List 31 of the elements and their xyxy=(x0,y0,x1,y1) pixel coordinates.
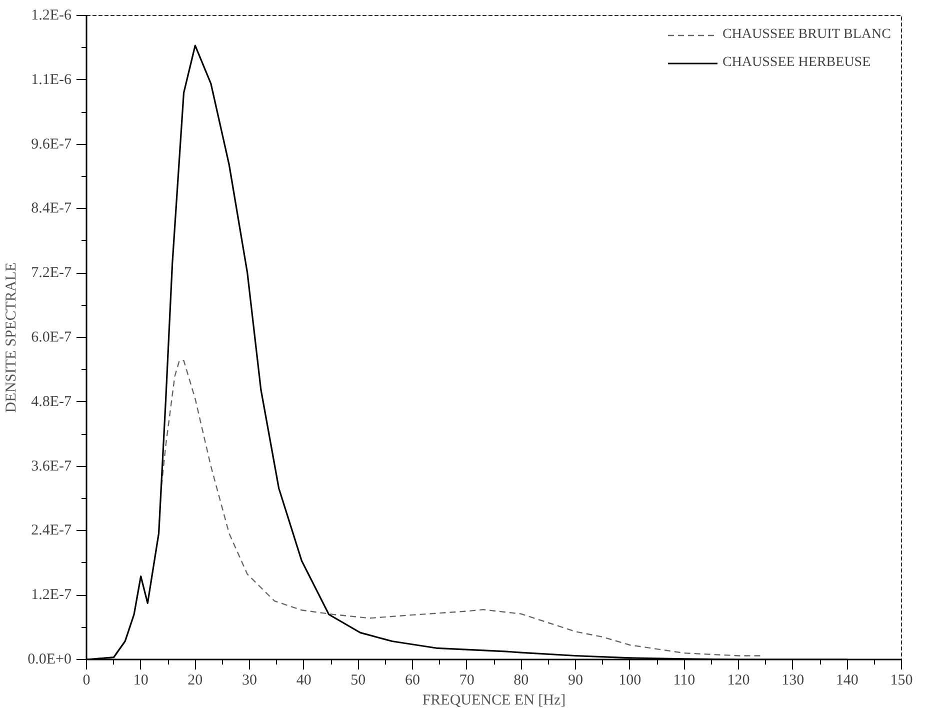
y-tick-label: 4.8E-7 xyxy=(31,394,72,410)
y-tick-label: 0.0E+0 xyxy=(28,652,72,668)
x-tick-label: 30 xyxy=(242,672,257,688)
y-tick-label: 1.2E-7 xyxy=(31,587,72,604)
y-tick-label: 2.4E-7 xyxy=(31,522,72,539)
x-tick-label: 50 xyxy=(350,672,366,688)
x-tick-label: 80 xyxy=(514,672,529,688)
x-tick-label: 100 xyxy=(618,672,642,688)
x-tick-label: 120 xyxy=(727,672,750,688)
x-tick-label: 60 xyxy=(405,672,420,688)
x-tick-label: 40 xyxy=(296,672,312,688)
x-tick-label: 90 xyxy=(568,672,583,688)
y-axis-title: DENSITE SPECTRALE xyxy=(4,262,20,413)
x-axis-title: FREQUENCE EN [Hz] xyxy=(422,692,566,708)
y-tick-label: 6.0E-7 xyxy=(31,330,72,346)
x-tick-label: 140 xyxy=(836,672,858,688)
y-tick-label: 1.1E-6 xyxy=(31,72,72,88)
x-tick-label: 0 xyxy=(82,672,90,688)
y-tick-label: 7.2E-7 xyxy=(31,265,72,282)
y-tick-label: 8.4E-7 xyxy=(31,200,72,217)
y-tick-label: 1.2E-6 xyxy=(31,8,72,24)
y-tick-label: 9.6E-7 xyxy=(31,136,72,152)
x-tick-label: 20 xyxy=(188,672,203,688)
x-tick-label: 10 xyxy=(133,672,148,688)
x-tick-label: 150 xyxy=(890,672,913,688)
x-tick-label: 130 xyxy=(782,672,804,688)
x-tick-label: 110 xyxy=(673,672,696,688)
legend-label: CHAUSSEE HERBEUSE xyxy=(722,55,871,71)
y-tick-label: 3.6E-7 xyxy=(31,458,72,474)
legend-label: CHAUSSEE BRUIT BLANC xyxy=(722,27,891,43)
x-tick-label: 70 xyxy=(459,672,474,688)
